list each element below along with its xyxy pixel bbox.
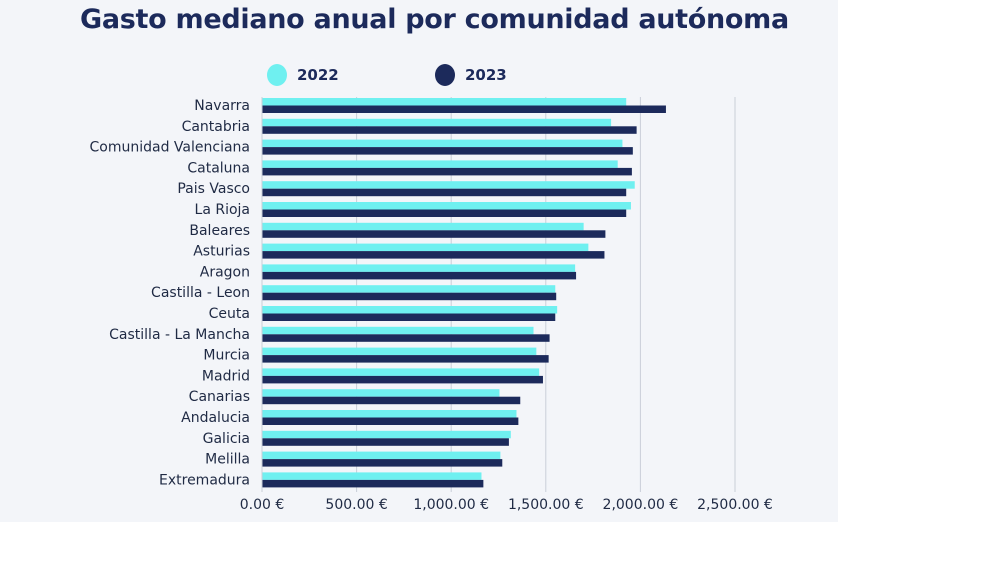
- category-label: Aragon: [200, 264, 250, 280]
- bar-2023-0: [262, 105, 666, 113]
- bar-2022-14: [262, 389, 500, 397]
- bar-2022-17: [262, 451, 501, 460]
- category-label: Canarias: [189, 389, 250, 405]
- bar-2022-12: [262, 347, 537, 356]
- bar-2023-2: [262, 147, 633, 155]
- x-tick-label: 2,000.00 €: [603, 497, 679, 513]
- bar-2023-13: [262, 375, 543, 384]
- legend-label-2023: 2023: [465, 66, 507, 84]
- bar-2022-15: [262, 410, 517, 418]
- category-label: Cantabria: [182, 119, 250, 135]
- category-label: Galicia: [203, 431, 250, 447]
- x-tick-label: 1,000.00 €: [413, 497, 489, 513]
- bar-2023-17: [262, 459, 503, 467]
- category-label: La Rioja: [195, 202, 250, 218]
- category-label: Ceuta: [209, 306, 250, 322]
- legend-dot-2023: [435, 64, 455, 86]
- bar-2023-11: [262, 334, 550, 342]
- bar-2022-4: [262, 181, 635, 189]
- category-label: Comunidad Valenciana: [90, 140, 250, 156]
- category-label: Melilla: [205, 452, 250, 468]
- bar-2022-7: [262, 243, 589, 252]
- bar-2023-9: [262, 292, 557, 301]
- chart-title: Gasto mediano anual por comunidad autóno…: [80, 4, 789, 35]
- category-label: Madrid: [202, 368, 250, 384]
- category-label: Castilla - Leon: [151, 285, 250, 301]
- legend-item-2023: 2023: [435, 61, 507, 89]
- bar-2022-2: [262, 139, 623, 148]
- x-tick-label: 0.00 €: [240, 497, 285, 513]
- bar-2023-4: [262, 188, 627, 197]
- bar-2023-5: [262, 209, 627, 217]
- bar-2022-0: [262, 98, 627, 106]
- category-label: Navarra: [194, 98, 250, 114]
- bar-2022-8: [262, 264, 576, 272]
- bar-2023-3: [262, 167, 632, 176]
- category-label: Asturias: [193, 244, 250, 260]
- category-label: Andalucia: [181, 410, 250, 426]
- bar-2023-12: [262, 355, 549, 363]
- bar-2022-5: [262, 202, 631, 210]
- x-tick-label: 2,500.00 €: [697, 497, 773, 513]
- legend-dot-2022: [267, 64, 287, 86]
- bar-2023-7: [262, 251, 605, 259]
- bar-2023-16: [262, 438, 509, 446]
- bar-2023-10: [262, 313, 556, 321]
- bar-2023-6: [262, 230, 606, 238]
- bar-2023-18: [262, 479, 484, 488]
- legend-label-2022: 2022: [297, 66, 339, 84]
- bar-2022-18: [262, 472, 482, 480]
- category-label: Castilla - La Mancha: [109, 327, 250, 343]
- category-label: Extremadura: [159, 472, 250, 488]
- bar-2023-14: [262, 396, 521, 405]
- bar-2023-15: [262, 417, 519, 425]
- bar-2022-10: [262, 306, 558, 314]
- bar-2022-9: [262, 285, 556, 293]
- bar-2022-6: [262, 222, 584, 231]
- x-tick-label: 1,500.00 €: [508, 497, 584, 513]
- bar-2022-13: [262, 368, 540, 376]
- bar-2022-3: [262, 160, 618, 168]
- bar-2022-16: [262, 430, 511, 439]
- bar-2023-8: [262, 271, 577, 280]
- legend-item-2022: 2022: [267, 61, 339, 89]
- category-label: Baleares: [189, 223, 250, 239]
- bar-2023-1: [262, 126, 637, 134]
- x-tick-label: 500.00 €: [325, 497, 387, 513]
- category-label: Pais Vasco: [177, 181, 250, 197]
- category-label: Cataluna: [187, 160, 250, 176]
- category-label: Murcia: [203, 348, 250, 364]
- bar-2022-1: [262, 118, 612, 127]
- bar-2022-11: [262, 326, 534, 335]
